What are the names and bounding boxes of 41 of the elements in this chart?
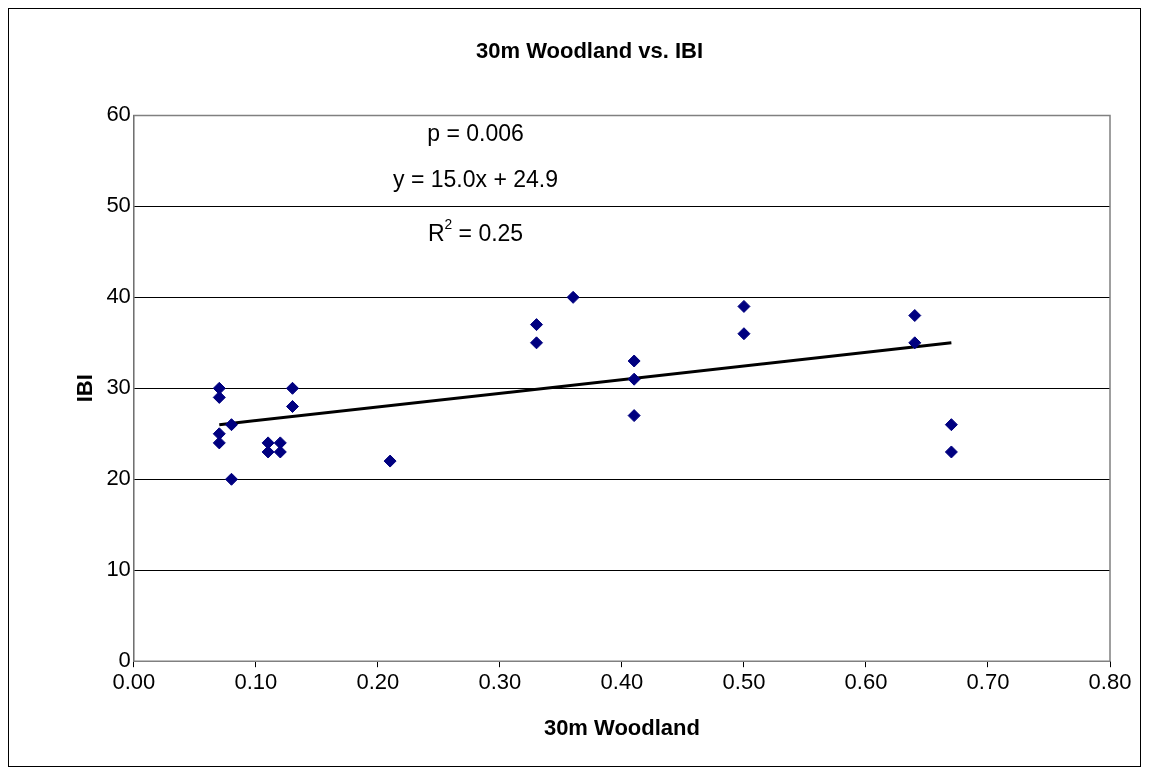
- point: [908, 336, 922, 350]
- x-tick-label: 0.40: [600, 669, 644, 695]
- y-tick-label: 10: [106, 556, 131, 582]
- x-tick-label: 0.60: [844, 669, 888, 695]
- y-tick-label: 30: [106, 374, 131, 400]
- point: [285, 399, 299, 413]
- x-tick-label: 0.50: [722, 669, 766, 695]
- point: [212, 390, 226, 404]
- point: [212, 436, 226, 450]
- y-tick-label: 40: [106, 283, 131, 309]
- x-tick-label: 0.80: [1088, 669, 1132, 695]
- point: [273, 445, 287, 459]
- point: [530, 318, 544, 332]
- point: [944, 445, 958, 459]
- chart-title: 30m Woodland vs. IBI: [476, 38, 703, 64]
- x-tick-label: 0.70: [966, 669, 1010, 695]
- point: [944, 418, 958, 432]
- point: [285, 381, 299, 395]
- point: [224, 418, 238, 432]
- point: [908, 309, 922, 323]
- point: [737, 299, 751, 313]
- x-tick-label: 0.30: [478, 669, 522, 695]
- x-tick-label: 0.20: [356, 669, 400, 695]
- point: [224, 472, 238, 486]
- annotation: p = 0.006: [427, 120, 524, 147]
- point: [261, 445, 275, 459]
- y-tick-label: 20: [106, 465, 131, 491]
- x-tick-label: 0.10: [234, 669, 278, 695]
- point: [530, 336, 544, 350]
- y-axis-title: IBI: [72, 374, 98, 403]
- point: [212, 381, 226, 395]
- point: [566, 290, 580, 304]
- point: [737, 327, 751, 341]
- x-axis-title: 30m Woodland: [543, 714, 700, 740]
- y-tick-label: 50: [106, 192, 131, 218]
- point: [383, 454, 397, 468]
- point: [627, 354, 641, 368]
- y-tick-label: 60: [106, 101, 131, 127]
- annotation: y = 15.0x + 24.9: [393, 166, 558, 193]
- point: [627, 409, 641, 423]
- point: [627, 372, 641, 386]
